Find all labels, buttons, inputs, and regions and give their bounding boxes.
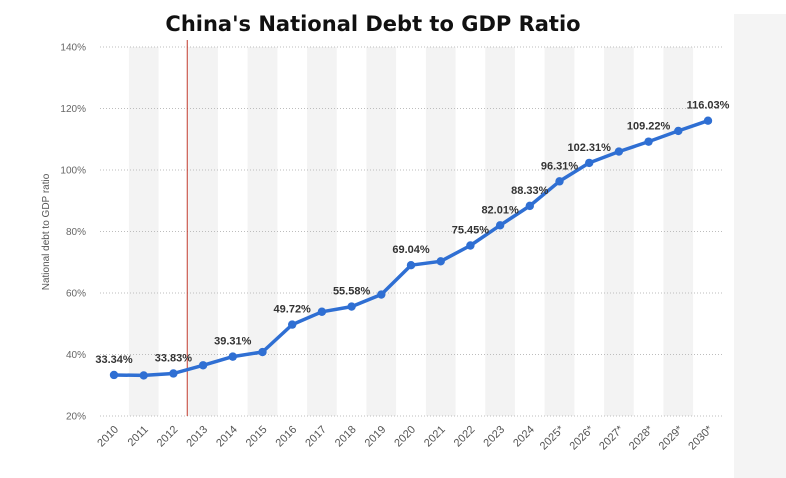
data-point xyxy=(317,307,327,316)
data-point xyxy=(347,302,356,311)
x-tick-label: 2017 xyxy=(303,424,329,450)
x-tick-label: 2030* xyxy=(686,423,715,452)
x-tick-label: 2025* xyxy=(538,423,567,452)
x-tick-label: 2013 xyxy=(184,424,210,450)
x-tick-label: 2011 xyxy=(126,424,151,449)
data-point xyxy=(198,361,208,370)
data-point xyxy=(406,261,416,270)
x-tick-label: 2022 xyxy=(452,424,478,450)
y-tick-label: 40% xyxy=(66,350,86,361)
data-point xyxy=(674,126,683,136)
data-point xyxy=(466,241,475,250)
data-point xyxy=(614,147,624,156)
x-tick-label: 2018 xyxy=(333,424,359,450)
data-label: 39.31% xyxy=(214,336,252,348)
x-tick-label: 2028* xyxy=(627,423,656,452)
x-tick-label: 2029* xyxy=(657,423,686,452)
data-point xyxy=(703,116,713,125)
data-point xyxy=(109,370,119,380)
x-tick-label: 2026* xyxy=(567,423,596,452)
data-point xyxy=(525,201,534,211)
data-label: 55.58% xyxy=(333,286,371,298)
y-tick-label: 120% xyxy=(60,104,86,115)
data-label: 49.72% xyxy=(274,304,312,316)
data-point xyxy=(139,371,148,380)
data-point xyxy=(288,320,297,329)
side-panel xyxy=(734,14,786,478)
data-label: 116.03% xyxy=(687,100,730,112)
data-point xyxy=(555,177,564,186)
data-label: 88.33% xyxy=(511,185,549,197)
data-point xyxy=(644,137,653,146)
data-label: 33.34% xyxy=(95,354,133,366)
x-tick-label: 2019 xyxy=(363,424,389,450)
column-band xyxy=(307,47,337,416)
x-tick-label: 2015 xyxy=(244,424,270,450)
data-point xyxy=(585,158,594,168)
y-tick-label: 80% xyxy=(66,227,86,238)
x-tick-label: 2023 xyxy=(481,424,507,450)
data-label: 75.45% xyxy=(452,224,490,236)
chart-title: China's National Debt to GDP Ratio xyxy=(165,12,581,36)
data-label: 96.31% xyxy=(541,160,579,172)
x-tick-label: 2024 xyxy=(511,424,537,450)
x-tick-label: 2020 xyxy=(392,424,418,450)
data-label: 82.01% xyxy=(481,204,519,216)
x-tick-label: 2021 xyxy=(422,424,448,450)
y-tick-label: 100% xyxy=(60,166,86,177)
x-tick-label: 2010 xyxy=(95,424,121,450)
y-tick-label: 140% xyxy=(60,43,86,54)
data-label: 33.83% xyxy=(155,352,193,364)
data-point xyxy=(228,352,237,361)
data-point xyxy=(495,221,505,230)
x-tick-label: 2014 xyxy=(214,424,240,450)
y-axis-label: National debt to GDP ratio xyxy=(41,173,52,290)
data-point xyxy=(258,347,267,357)
data-point xyxy=(377,290,386,299)
data-point xyxy=(436,257,445,266)
x-tick-label: 2012 xyxy=(155,424,181,450)
data-point xyxy=(169,369,178,378)
data-label: 109.22% xyxy=(627,121,671,133)
y-tick-label: 60% xyxy=(66,289,86,300)
data-label: 69.04% xyxy=(392,244,430,256)
x-tick-label: 2027* xyxy=(597,423,626,452)
data-label: 102.31% xyxy=(567,142,611,154)
x-tick-label: 2016 xyxy=(274,424,300,450)
column-band xyxy=(604,47,634,416)
y-tick-label: 20% xyxy=(66,412,86,423)
